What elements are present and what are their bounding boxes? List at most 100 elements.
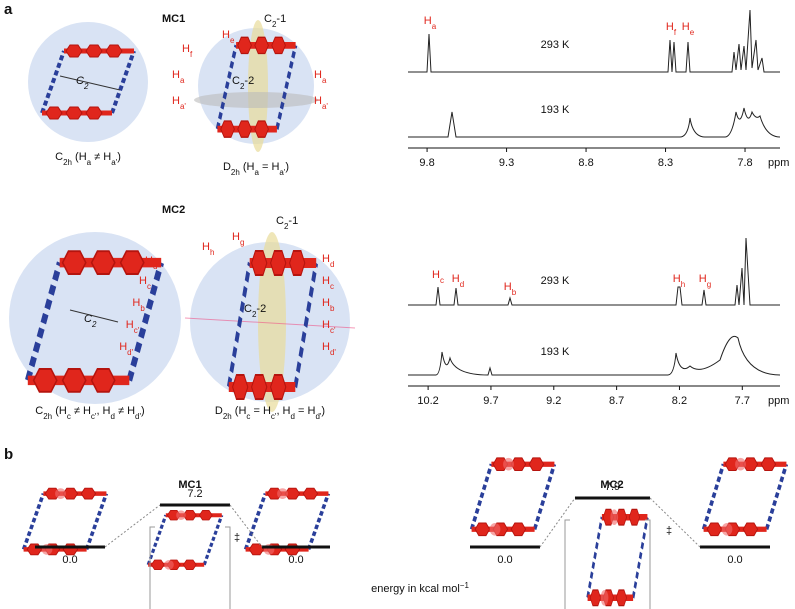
subscript: c (67, 412, 71, 421)
text-part: ) (117, 151, 121, 163)
text-part: ≠ H (71, 405, 91, 417)
subscript: g (707, 280, 711, 289)
peak-label: He (682, 21, 695, 37)
text-part: C (76, 75, 84, 87)
subscript: b (140, 304, 145, 313)
subscript: b (512, 288, 517, 297)
molecule-structure (148, 510, 222, 569)
tick-label: 7.8 (737, 157, 752, 169)
subscript: d (291, 412, 295, 421)
subscript: d' (330, 348, 336, 357)
proton-label: Hh (202, 241, 214, 257)
subscript: a (322, 76, 327, 85)
text-part: H (322, 297, 330, 309)
text-part: , H (276, 405, 290, 417)
subscript: e (230, 36, 235, 45)
text-part: C (264, 13, 272, 25)
text-part: = H (250, 405, 271, 417)
text-part: energy in kcal mol (371, 583, 460, 595)
text-part: C (35, 405, 43, 417)
tick-label: 9.7 (483, 395, 498, 407)
subscript: d' (135, 412, 141, 421)
symmetry-axis: C2-1 (264, 13, 286, 29)
text-part: ) (141, 405, 145, 417)
symmetry-axis: C2 (84, 313, 97, 329)
text-part: H (673, 273, 681, 285)
subscript: g (240, 238, 244, 247)
ts-bracket (149, 526, 231, 609)
molecule-name: MC1 (162, 13, 185, 25)
text-part: (H (232, 405, 247, 417)
text-part: H (322, 275, 330, 287)
peak-label: Hf (666, 21, 677, 37)
energy-value: 7.2 (187, 488, 202, 500)
proton-label: Hd (145, 255, 157, 271)
subscript: c (147, 282, 151, 291)
subscript: 2h (63, 158, 72, 167)
text-part: C (55, 151, 63, 163)
connector (229, 504, 263, 548)
proton-label: Hd' (322, 341, 336, 357)
proton-label: Hg (232, 231, 244, 247)
text-part: H (314, 95, 322, 107)
proton-label: Hd' (119, 341, 133, 357)
text-part: D (215, 405, 223, 417)
proton-label: Hd (322, 253, 334, 269)
text-part: -1 (276, 13, 286, 25)
axis-unit: ppm (768, 157, 789, 169)
connector (649, 497, 701, 548)
temperature: 193 K (541, 104, 570, 116)
subscript: f (190, 50, 193, 59)
text-part: H (666, 21, 674, 33)
subscript: 2 (91, 320, 97, 329)
molecule-structure (704, 458, 787, 536)
text-part: C (84, 313, 92, 325)
subscript: 2h (231, 168, 240, 177)
text-part: = H (295, 405, 316, 417)
tick-label: 9.8 (419, 157, 434, 169)
subscript: a' (322, 102, 328, 111)
text-part: -1 (288, 215, 298, 227)
subscript: d (330, 260, 334, 269)
subscript: a (432, 22, 437, 31)
text-part: H (172, 95, 180, 107)
proton-label: Ha' (314, 95, 328, 111)
energy-value: 0.0 (288, 554, 303, 566)
proton-label: Hc (322, 275, 334, 291)
text-part: H (682, 21, 690, 33)
text-part: (H (240, 161, 255, 173)
text-part: H (322, 319, 330, 331)
text-part: , H (96, 405, 110, 417)
subscript: c' (134, 326, 140, 335)
molecule-name: MC1 (178, 479, 201, 491)
subscript: d (460, 280, 464, 289)
subscript: f (674, 28, 677, 37)
symmetry-axis: C2-1 (276, 215, 298, 231)
text-part: -2 (256, 303, 266, 315)
caption: D2h (Hc = Hc', Hd = Hd') (215, 405, 325, 421)
subscript: e (690, 28, 695, 37)
text-part: D (223, 161, 231, 173)
subscript: c' (330, 326, 336, 335)
text-part: H (145, 255, 153, 267)
subscript: 2 (284, 222, 289, 231)
energy-value: 7.9 (605, 481, 620, 493)
text-part: ≠ H (115, 405, 135, 417)
subscript: d (153, 262, 157, 271)
text-part: H (424, 15, 432, 27)
symmetry-axis: C2-2 (232, 75, 254, 91)
text-part: (H (72, 151, 87, 163)
connector (539, 497, 576, 548)
text-part: C (276, 215, 284, 227)
subscript: 2h (43, 412, 52, 421)
subscript: b (330, 304, 335, 313)
molecule-structure (588, 509, 648, 605)
ts-bracket (564, 519, 651, 609)
subscript: c' (91, 412, 97, 421)
text-part: ≠ H (91, 151, 111, 163)
ts-symbol: ‡ (666, 525, 672, 537)
text-part: H (504, 281, 512, 293)
proton-label: Hc' (322, 319, 336, 335)
subscript: −1 (460, 581, 470, 590)
